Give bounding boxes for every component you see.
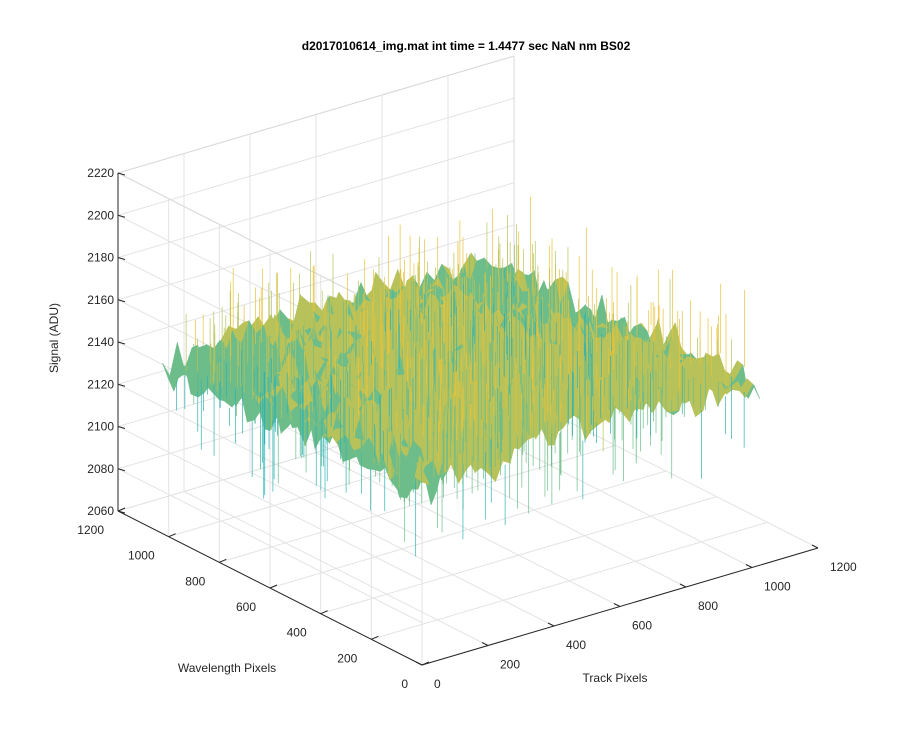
floor-grid-y (371, 521, 768, 640)
y-tick-mark (371, 635, 379, 640)
y-tick-label: 0 (401, 677, 408, 691)
y-tick-mark (168, 533, 176, 538)
z-tick-mark (117, 257, 126, 260)
x-axis-label: Track Pixels (583, 671, 648, 685)
z-tick-label: 2220 (87, 166, 114, 180)
x-tick-mark (415, 661, 423, 666)
surface-cell (415, 471, 430, 485)
x-tick-label: 0 (434, 677, 441, 691)
floor-grid-y (219, 444, 616, 563)
x-tick-label: 800 (698, 599, 718, 613)
y-tick-label: 200 (337, 651, 357, 665)
surface-layer (162, 196, 761, 557)
z-tick-mark (117, 426, 126, 429)
y-tick-label: 400 (287, 626, 307, 640)
z-tick-mark (117, 172, 126, 176)
z-tick-mark (117, 510, 126, 514)
z-tick-label: 2120 (87, 377, 114, 391)
top-edge-right (117, 55, 515, 174)
z-tick-label: 2060 (87, 504, 114, 518)
z-tick-label: 2200 (87, 208, 114, 222)
z-tick-label: 2100 (87, 420, 114, 434)
x-tick-mark (481, 642, 489, 646)
x-tick-label: 1200 (830, 560, 857, 574)
y-tick-mark (269, 584, 278, 589)
y-tick-mark (320, 610, 328, 615)
y-tick-mark (219, 558, 227, 563)
y-tick-mark (117, 507, 126, 512)
left-wall-grid-z (117, 426, 423, 581)
floor-grid-y (320, 496, 717, 615)
z-tick-mark (117, 214, 126, 218)
z-tick-label: 2180 (87, 251, 114, 265)
chart-title: d2017010614_img.mat int time = 1.4477 se… (302, 39, 631, 53)
z-tick-mark (117, 468, 126, 472)
z-tick-mark (117, 299, 126, 303)
x-tick-label: 600 (632, 619, 652, 633)
y-axis-label: Wavelength Pixels (178, 661, 276, 675)
x-tick-label: 400 (566, 638, 586, 652)
y-tick-mark (421, 661, 430, 666)
right-wall-grid-z (117, 224, 515, 343)
right-wall-grid-z (117, 140, 515, 258)
z-tick-mark (117, 341, 126, 345)
x-tick-label: 200 (500, 658, 520, 672)
y-tick-label: 1000 (128, 549, 155, 563)
right-wall-grid-z (117, 182, 515, 301)
y-tick-label: 1200 (77, 523, 104, 537)
x-tick-mark (547, 622, 555, 627)
ticks-layer: 0 200 400 600 800 1000 1200 0 200 400 600 800 1000 12… (77, 166, 857, 691)
z-tick-label: 2080 (87, 462, 114, 476)
z-tick-label: 2160 (87, 293, 114, 307)
floor-grid-y (269, 470, 667, 589)
z-axis-label: Signal (ADU) (47, 303, 61, 373)
y-tick-label: 600 (236, 600, 256, 614)
x-tick-mark (679, 583, 687, 588)
left-wall-grid-z (117, 383, 423, 539)
x-tick-label: 1000 (764, 580, 791, 594)
x-tick-mark (811, 544, 819, 549)
y-tick-label: 800 (185, 574, 205, 588)
x-tick-mark (613, 603, 621, 607)
x-tick-mark (745, 564, 753, 568)
right-wall-grid-z (117, 97, 515, 216)
z-tick-label: 2140 (87, 335, 114, 349)
left-wall-grid-z (117, 468, 423, 624)
z-tick-mark (117, 383, 126, 387)
